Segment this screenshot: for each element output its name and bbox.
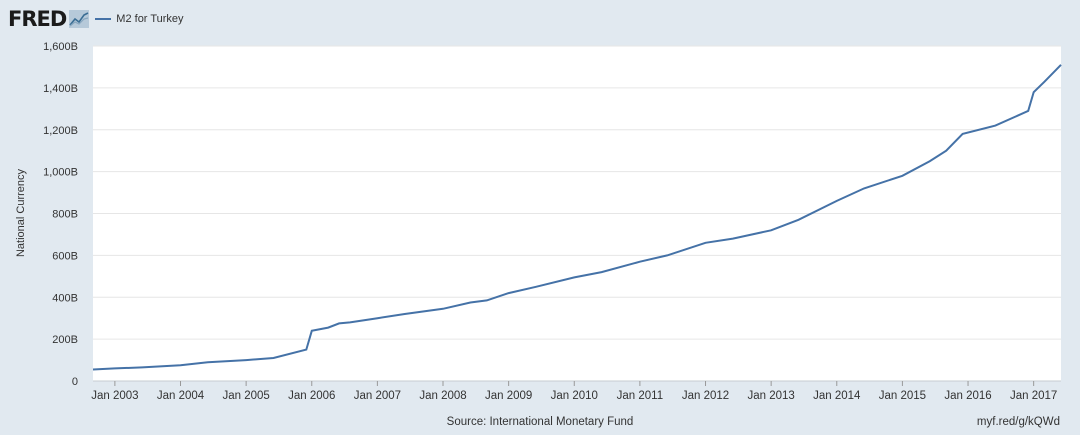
short-link[interactable]: myf.red/g/kQWd xyxy=(976,416,1060,428)
y-tick-label: 800B xyxy=(52,209,78,221)
chart-header: FRED M2 for Turkey xyxy=(8,6,184,32)
y-tick-label: 1,000B xyxy=(43,167,78,179)
fred-graph-icon xyxy=(69,10,90,28)
series-line-m2-turkey[interactable] xyxy=(92,64,1062,371)
x-tick-label: Jan 2007 xyxy=(354,390,401,402)
fred-logo[interactable]: FRED xyxy=(8,7,67,31)
x-tick-label: Jan 2003 xyxy=(91,390,138,402)
x-tick-label: Jan 2015 xyxy=(879,390,926,402)
x-tick-label: Jan 2006 xyxy=(288,390,335,402)
gridlines xyxy=(93,45,1061,382)
x-tick-label: Jan 2016 xyxy=(944,390,991,402)
x-tick-label: Jan 2011 xyxy=(617,390,663,402)
x-tick-label: Jan 2005 xyxy=(222,390,269,402)
y-tick-label: 1,200B xyxy=(43,125,78,137)
x-tick-label: Jan 2008 xyxy=(419,390,466,402)
x-tick-label: Jan 2012 xyxy=(682,390,729,402)
y-tick-label: 200B xyxy=(52,334,78,346)
x-axis-ticks: Jan 2003 Jan 2004 Jan 2005 Jan 2006 Jan 2007… xyxy=(91,381,1057,402)
y-tick-label: 400B xyxy=(52,292,78,304)
y-tick-label: 1,400B xyxy=(43,83,78,95)
y-tick-label: 1,600B xyxy=(43,41,78,53)
x-tick-label: Jan 2004 xyxy=(157,390,205,402)
y-tick-label: 0 xyxy=(72,376,78,388)
x-tick-label: Jan 2014 xyxy=(813,390,861,402)
y-axis-label: National Currency xyxy=(15,168,27,257)
legend-series-label[interactable]: M2 for Turkey xyxy=(116,13,184,25)
x-tick-label: Jan 2017 xyxy=(1010,390,1057,402)
y-tick-label: 600B xyxy=(52,250,78,262)
source-note: Source: International Monetary Fund xyxy=(446,416,634,428)
y-axis-ticks: 0 200B 400B 600B 800B 1,000B 1,200B 1,400B 1,600… xyxy=(43,41,78,388)
x-tick-label: Jan 2009 xyxy=(485,390,532,402)
x-tick-label: Jan 2013 xyxy=(747,390,794,402)
x-tick-label: Jan 2010 xyxy=(551,390,598,402)
legend-line-swatch xyxy=(95,18,112,20)
